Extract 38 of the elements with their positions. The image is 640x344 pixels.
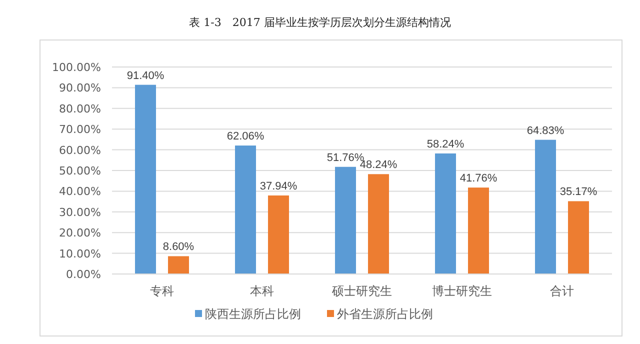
- y-tick-label: 50.00%: [59, 164, 101, 178]
- legend-label: 外省生源所占比例: [337, 307, 433, 321]
- y-tick-label: 0.00%: [66, 268, 101, 281]
- data-label: 62.06%: [226, 130, 264, 143]
- bar: [168, 256, 189, 274]
- x-tick-label: 硕士研究生: [331, 284, 392, 298]
- data-label: 41.76%: [460, 172, 498, 185]
- y-tick-label: 80.00%: [59, 102, 101, 116]
- x-tick-label: 专科: [150, 284, 174, 298]
- bar: [335, 166, 356, 274]
- legend-label: 陕西生源所占比例: [205, 307, 301, 321]
- bar: [135, 84, 156, 274]
- y-tick-label: 20.00%: [59, 226, 101, 240]
- chart-title: 表 1-3 2017 届毕业生按学历层次划分生源结构情况: [189, 16, 451, 29]
- bar: [235, 146, 256, 274]
- bar: [368, 174, 389, 274]
- data-label: 37.94%: [260, 180, 298, 192]
- y-tick-label: 100.00%: [52, 61, 101, 74]
- y-tick-label: 40.00%: [59, 185, 101, 198]
- y-tick-label: 70.00%: [59, 123, 101, 136]
- bar: [468, 188, 489, 274]
- data-label: 35.17%: [560, 186, 598, 198]
- x-tick-label: 博士研究生: [432, 284, 492, 298]
- x-tick-label: 合计: [550, 284, 574, 298]
- y-tick-label: 10.00%: [59, 247, 101, 260]
- y-tick-label: 30.00%: [59, 206, 101, 219]
- y-tick-label: 60.00%: [59, 144, 101, 157]
- data-label: 91.40%: [126, 70, 164, 82]
- data-label: 8.60%: [162, 241, 194, 254]
- y-tick-label: 90.00%: [59, 82, 101, 95]
- bar: [435, 153, 456, 274]
- x-tick-label: 本科: [250, 284, 274, 298]
- data-label: 64.83%: [526, 124, 564, 137]
- data-label: 58.24%: [426, 138, 464, 150]
- bar: [535, 140, 556, 274]
- bar: [568, 201, 589, 274]
- data-label: 48.24%: [360, 159, 398, 172]
- bar: [268, 195, 289, 274]
